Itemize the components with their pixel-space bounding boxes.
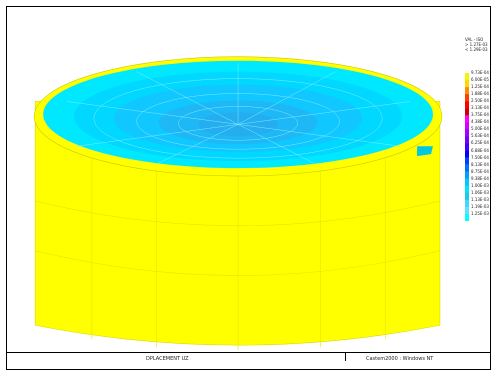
legend-label: 7.50E-04 — [471, 154, 489, 160]
legend-label: 8.13E-04 — [471, 161, 489, 167]
value-header-line: > 1.27E-03 — [465, 42, 488, 47]
plot-frame: VAL - ISO > 1.27E-03 < 1.29E-03 9.73E-04… — [6, 6, 491, 370]
legend-swatch — [465, 150, 469, 158]
legend-label: 3.13E-04 — [471, 105, 489, 111]
legend-swatch — [465, 122, 469, 130]
legend-swatch — [465, 206, 469, 215]
legend-label: 1.00E-03 — [471, 182, 489, 188]
legend-label: 5.63E-04 — [471, 133, 489, 139]
legend-label: 1.06E-03 — [471, 189, 489, 195]
value-header-line: VAL - ISO — [465, 37, 484, 42]
legend-swatch — [465, 108, 469, 116]
legend-swatch — [465, 94, 469, 102]
legend-swatch — [465, 157, 469, 165]
status-app-name: Castem2000 : Windows NT — [366, 356, 434, 362]
legend-swatch — [465, 143, 469, 151]
legend-swatch — [465, 115, 469, 123]
legend-label: 9.38E-04 — [471, 175, 489, 181]
legend-swatch — [465, 101, 469, 109]
legend-swatch — [465, 199, 469, 208]
value-header: VAL - ISO > 1.27E-03 < 1.29E-03 — [465, 37, 488, 52]
legend-label: 6.00E-05 — [471, 77, 489, 83]
legend-label: 1.13E-03 — [471, 196, 489, 202]
legend-swatch — [465, 87, 469, 95]
legend-color-bar — [465, 73, 469, 221]
cylinder-view — [33, 56, 443, 351]
legend-label: 9.73E-04 — [471, 70, 489, 75]
legend-label: 8.75E-04 — [471, 168, 489, 174]
legend-label: 1.25E-03 — [471, 210, 489, 216]
legend-swatch — [465, 129, 469, 137]
legend-swatch — [465, 192, 469, 201]
legend-label: 1.19E-03 — [471, 203, 489, 209]
legend-label: 6.88E-04 — [471, 147, 489, 153]
legend-label: 6.25E-04 — [471, 140, 489, 146]
legend-label: 1.25E-04 — [471, 84, 489, 90]
legend-swatch — [465, 80, 469, 88]
legend-label: 3.75E-04 — [471, 112, 489, 118]
legend-swatch — [465, 171, 469, 179]
legend-label: 5.00E-04 — [471, 126, 489, 132]
status-bar: DPLACEMENT UZ Castem2000 : Windows NT — [6, 352, 491, 367]
legend-label: 4.38E-04 — [471, 119, 489, 125]
status-field-label: DPLACEMENT UZ — [146, 356, 189, 362]
legend-label: 1.88E-04 — [471, 91, 489, 97]
value-header-line: < 1.29E-03 — [465, 47, 488, 52]
legend-swatch — [465, 164, 469, 172]
legend-swatch — [465, 178, 469, 186]
legend-label: 2.50E-04 — [471, 98, 489, 104]
legend-swatch — [465, 213, 469, 221]
status-divider — [345, 353, 346, 361]
rim-notch — [417, 146, 433, 157]
legend-swatch — [465, 136, 469, 144]
legend-swatch — [465, 185, 469, 194]
legend-swatch — [465, 73, 469, 81]
legend-labels: 9.73E-04 6.00E-05 1.25E-04 1.88E-04 2.50E-04… — [471, 70, 489, 219]
side-mesh-lines — [35, 156, 441, 351]
top-mesh-lines — [66, 62, 411, 165]
